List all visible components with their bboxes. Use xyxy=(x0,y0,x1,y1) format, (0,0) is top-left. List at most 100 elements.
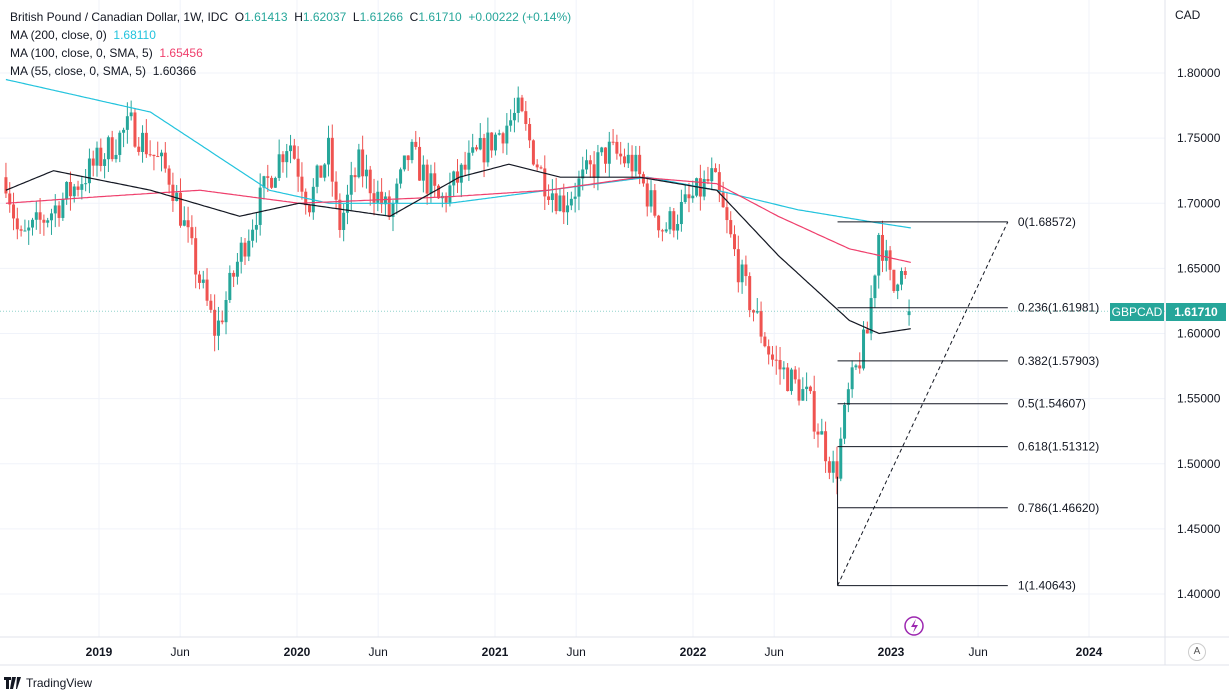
candle-body xyxy=(831,461,835,473)
candle-body xyxy=(839,438,843,479)
candle xyxy=(528,117,532,149)
x-tick-label: 2023 xyxy=(878,645,905,659)
candle xyxy=(296,146,300,192)
ma55-legend[interactable]: MA (55, close, 0, SMA, 5) 1.60366 xyxy=(10,64,197,78)
ma100-legend[interactable]: MA (100, close, 0, SMA, 5) 1.65456 xyxy=(10,46,203,60)
candle xyxy=(216,306,220,351)
candle-body xyxy=(759,311,763,337)
fib-trend-line xyxy=(837,221,1009,586)
candle xyxy=(634,145,638,177)
candle-body xyxy=(68,181,72,197)
candle-body xyxy=(456,171,460,183)
candle xyxy=(687,182,691,213)
candle xyxy=(585,149,589,174)
candle xyxy=(34,201,38,230)
candle xyxy=(763,332,767,348)
candle-body xyxy=(330,137,334,182)
candle-body xyxy=(380,191,384,205)
candle-body xyxy=(99,147,103,166)
symbol-title[interactable]: British Pound / Canadian Dollar, 1W, IDC xyxy=(10,10,229,24)
x-tick-label: 2022 xyxy=(680,645,707,659)
candle xyxy=(888,246,892,281)
candle xyxy=(247,229,251,262)
tradingview-logo[interactable]: TradingView xyxy=(4,676,92,690)
candle xyxy=(493,132,497,156)
candle-body xyxy=(463,164,467,170)
candle-body xyxy=(744,264,748,277)
candle-body xyxy=(649,190,653,207)
y-tick-label: 1.40000 xyxy=(1177,587,1221,601)
x-tick-label: Jun xyxy=(968,645,987,659)
low-value: 1.61266 xyxy=(359,10,403,24)
candle-body xyxy=(862,329,866,369)
candle-body xyxy=(687,194,691,199)
candle-body xyxy=(144,132,148,155)
candle-body xyxy=(520,97,524,112)
auto-scale-button[interactable]: A xyxy=(1188,643,1206,661)
candle xyxy=(729,211,733,238)
candle xyxy=(566,192,570,225)
ma200-legend[interactable]: MA (200, close, 0) 1.68110 xyxy=(10,28,156,42)
candle xyxy=(440,192,444,208)
fib-level-label: 0.5(1.54607) xyxy=(1018,397,1086,411)
candle xyxy=(418,137,422,181)
candle xyxy=(478,123,482,151)
candle xyxy=(649,180,653,213)
candle-body xyxy=(740,264,744,283)
candle xyxy=(858,352,862,374)
candle-body xyxy=(190,227,194,239)
candle-body xyxy=(505,125,509,144)
candle xyxy=(68,171,72,211)
candle-body xyxy=(95,147,99,166)
candle-body xyxy=(399,169,403,184)
candle-body xyxy=(486,132,490,163)
candle-body xyxy=(691,195,695,199)
candle-body xyxy=(65,181,69,200)
candle-body xyxy=(197,274,201,283)
candle xyxy=(38,198,42,234)
candle xyxy=(160,149,164,172)
candle xyxy=(46,217,50,228)
candle-body xyxy=(137,146,141,152)
candle xyxy=(820,418,824,435)
candle xyxy=(854,363,858,371)
candle xyxy=(122,127,126,148)
candle-body xyxy=(53,205,57,214)
y-tick-label: 1.65000 xyxy=(1177,261,1221,275)
candle-body xyxy=(254,224,258,230)
candle-body xyxy=(490,132,494,151)
candle xyxy=(547,184,551,205)
candle-body xyxy=(497,133,501,135)
candle-body xyxy=(444,195,448,203)
candle xyxy=(80,175,84,200)
candle-body xyxy=(638,154,642,175)
candle xyxy=(243,238,247,265)
candle-body xyxy=(907,311,911,316)
candle xyxy=(235,252,239,285)
candle xyxy=(368,165,372,206)
candle-body xyxy=(801,389,805,401)
symbol-badge: GBPCAD xyxy=(1110,303,1164,321)
candle xyxy=(725,191,729,234)
candle xyxy=(239,237,243,274)
candle xyxy=(884,239,888,272)
candle xyxy=(15,207,19,240)
candle-body xyxy=(778,359,782,370)
candle xyxy=(607,131,611,178)
candle-body xyxy=(19,229,23,231)
candle-body xyxy=(835,461,839,479)
candle xyxy=(782,361,786,380)
candle xyxy=(793,366,797,384)
candle-body xyxy=(755,311,759,313)
candle xyxy=(429,164,433,203)
candle xyxy=(672,207,676,238)
candle xyxy=(148,140,152,157)
candle xyxy=(850,360,854,398)
candle xyxy=(118,130,122,163)
candle xyxy=(869,285,873,341)
candle xyxy=(315,164,319,194)
candle-body xyxy=(84,183,88,185)
candle xyxy=(539,165,543,170)
candle-body xyxy=(114,154,118,160)
